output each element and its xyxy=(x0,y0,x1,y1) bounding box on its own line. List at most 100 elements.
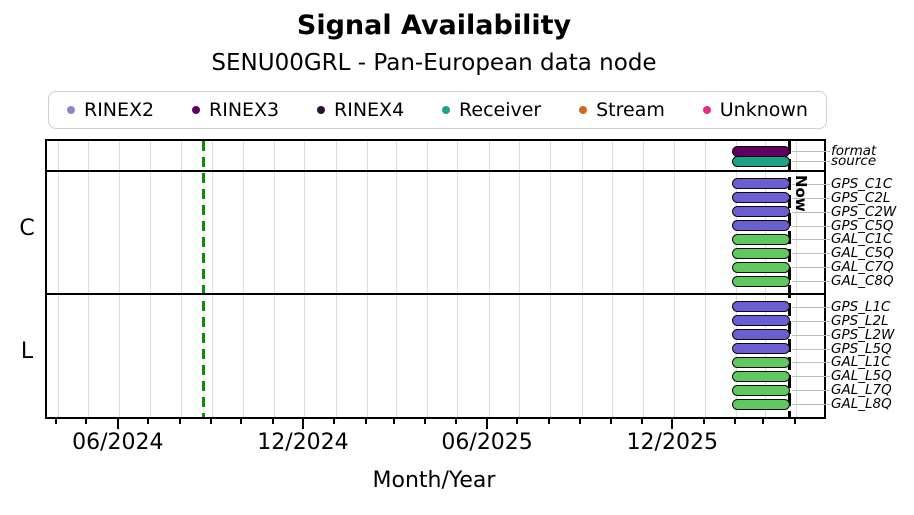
legend-item-stream: Stream xyxy=(579,99,665,121)
month-gridline xyxy=(335,141,337,417)
month-gridline xyxy=(367,141,369,417)
legend-item-unknown: Unknown xyxy=(702,99,808,121)
x-axis-minor-tick xyxy=(147,417,150,424)
plot-area: Now format source GPS_C1C GPS_C2L GPS_C2W GPS_… xyxy=(45,139,896,419)
x-axis-minor-tick xyxy=(702,417,705,424)
row-label-gal_l7q: GAL_L7Q xyxy=(831,382,892,399)
x-axis-minor-tick xyxy=(209,417,212,424)
row-label-gal_c5q: GAL_C5Q xyxy=(831,245,894,262)
signal-bar-gal_c7q xyxy=(731,261,790,273)
x-axis-tick-label: 12/2024 xyxy=(257,430,349,455)
signal-bar-gps_l1c xyxy=(731,301,790,313)
row-leader-line xyxy=(791,239,830,241)
legend-marker-icon xyxy=(579,106,588,114)
row-leader-line xyxy=(791,334,830,336)
legend-item-label: RINEX3 xyxy=(209,99,280,121)
x-axis-title: Month/Year xyxy=(372,468,496,493)
row-leader-line xyxy=(791,197,830,199)
signal-bar-gal_l8q xyxy=(731,398,790,410)
legend: RINEX2 RINEX3 RINEX4 Receiver Stream Unknown xyxy=(48,91,827,129)
x-axis-minor-tick xyxy=(547,417,550,424)
x-axis-minor-tick xyxy=(178,417,181,424)
x-axis-minor-tick xyxy=(333,417,336,424)
row-leader-line xyxy=(791,404,830,406)
row-leader-line xyxy=(791,253,830,255)
x-axis-major-tick xyxy=(671,417,674,429)
row-label-gps_l5q: GPS_L5Q xyxy=(831,340,892,357)
x-axis-minor-tick xyxy=(640,417,643,424)
x-axis-minor-tick xyxy=(424,417,427,424)
row-leader-line xyxy=(791,376,830,378)
legend-item-label: RINEX4 xyxy=(334,99,405,121)
x-axis-minor-tick xyxy=(240,417,243,424)
row-leader-line xyxy=(791,161,830,162)
x-axis-major-tick xyxy=(301,417,304,429)
row-leader-line xyxy=(791,306,830,308)
row-label-format: format xyxy=(831,143,877,159)
signal-bar-gps_c5q xyxy=(731,220,790,232)
x-axis-minor-tick xyxy=(364,417,367,424)
month-gridline xyxy=(242,141,244,417)
section-divider xyxy=(47,170,824,172)
row-leader-line xyxy=(791,267,830,269)
row-leader-line xyxy=(791,348,830,350)
x-axis-tick-label: 06/2025 xyxy=(441,430,533,455)
signal-bar-gps_c2w xyxy=(731,206,790,218)
signal-bar-gal_c8q xyxy=(731,275,790,287)
legend-item-label: RINEX2 xyxy=(84,99,155,121)
row-leader-line xyxy=(791,225,830,227)
row-label-gps_c5q: GPS_C5Q xyxy=(831,217,894,234)
month-gridline xyxy=(304,141,306,417)
signal-bar-gal_c1c xyxy=(731,233,790,245)
month-gridline xyxy=(673,141,675,417)
x-axis-minor-tick xyxy=(609,417,612,424)
section-divider xyxy=(47,293,824,295)
row-label-gal_c1c: GAL_C1C xyxy=(831,231,893,248)
legend-item-rinex3: RINEX3 xyxy=(192,99,279,121)
month-gridline xyxy=(274,141,276,417)
row-label-gps_c1c: GPS_C1C xyxy=(831,175,893,192)
month-gridline xyxy=(57,141,59,417)
row-leader-line xyxy=(791,151,830,152)
legend-item-rinex4: RINEX4 xyxy=(317,99,404,121)
month-gridline xyxy=(87,141,89,417)
month-gridline xyxy=(518,141,520,417)
signal-bar-gps_c2l xyxy=(731,192,790,204)
legend-marker-icon xyxy=(442,106,451,114)
x-axis-minor-tick xyxy=(762,417,765,424)
signal-bar-gal_l1c xyxy=(731,356,790,368)
signal-bar-gps_l2w xyxy=(731,329,790,341)
signal-bar-gps_l5q xyxy=(731,343,790,355)
month-gridline xyxy=(395,141,397,417)
legend-item-label: Receiver xyxy=(459,99,542,121)
now-line xyxy=(788,141,792,417)
legend-marker-icon xyxy=(702,106,711,114)
row-label-gal_c8q: GAL_C8Q xyxy=(831,273,894,290)
row-label-gps_l2w: GPS_L2W xyxy=(831,326,895,343)
month-gridline xyxy=(581,141,583,417)
signal-bar-gal_l7q xyxy=(731,384,790,396)
legend-marker-icon xyxy=(192,106,201,114)
legend-item-label: Unknown xyxy=(719,99,808,121)
row-leader-line xyxy=(791,211,830,213)
month-gridline xyxy=(643,141,645,417)
row-label-gps_l1c: GPS_L1C xyxy=(831,298,891,315)
x-axis-minor-tick xyxy=(793,417,796,424)
signal-bar-format xyxy=(731,145,790,157)
row-leader-line xyxy=(791,281,830,283)
row-label-gps_l2l: GPS_L2L xyxy=(831,312,889,329)
month-gridline xyxy=(796,141,798,417)
signal-bar-source xyxy=(731,155,790,167)
month-gridline xyxy=(705,141,707,417)
row-label-gal_l5q: GAL_L5Q xyxy=(831,368,892,385)
row-label-gps_c2w: GPS_C2W xyxy=(831,203,897,220)
month-gridline xyxy=(426,141,428,417)
legend-item-rinex2: RINEX2 xyxy=(67,99,154,121)
x-axis-minor-tick xyxy=(271,417,274,424)
x-axis-major-tick xyxy=(116,417,119,429)
x-axis-minor-tick xyxy=(516,417,519,424)
row-leader-line xyxy=(791,320,830,322)
month-gridline xyxy=(149,141,151,417)
signal-bar-gps_c1c xyxy=(731,178,790,190)
